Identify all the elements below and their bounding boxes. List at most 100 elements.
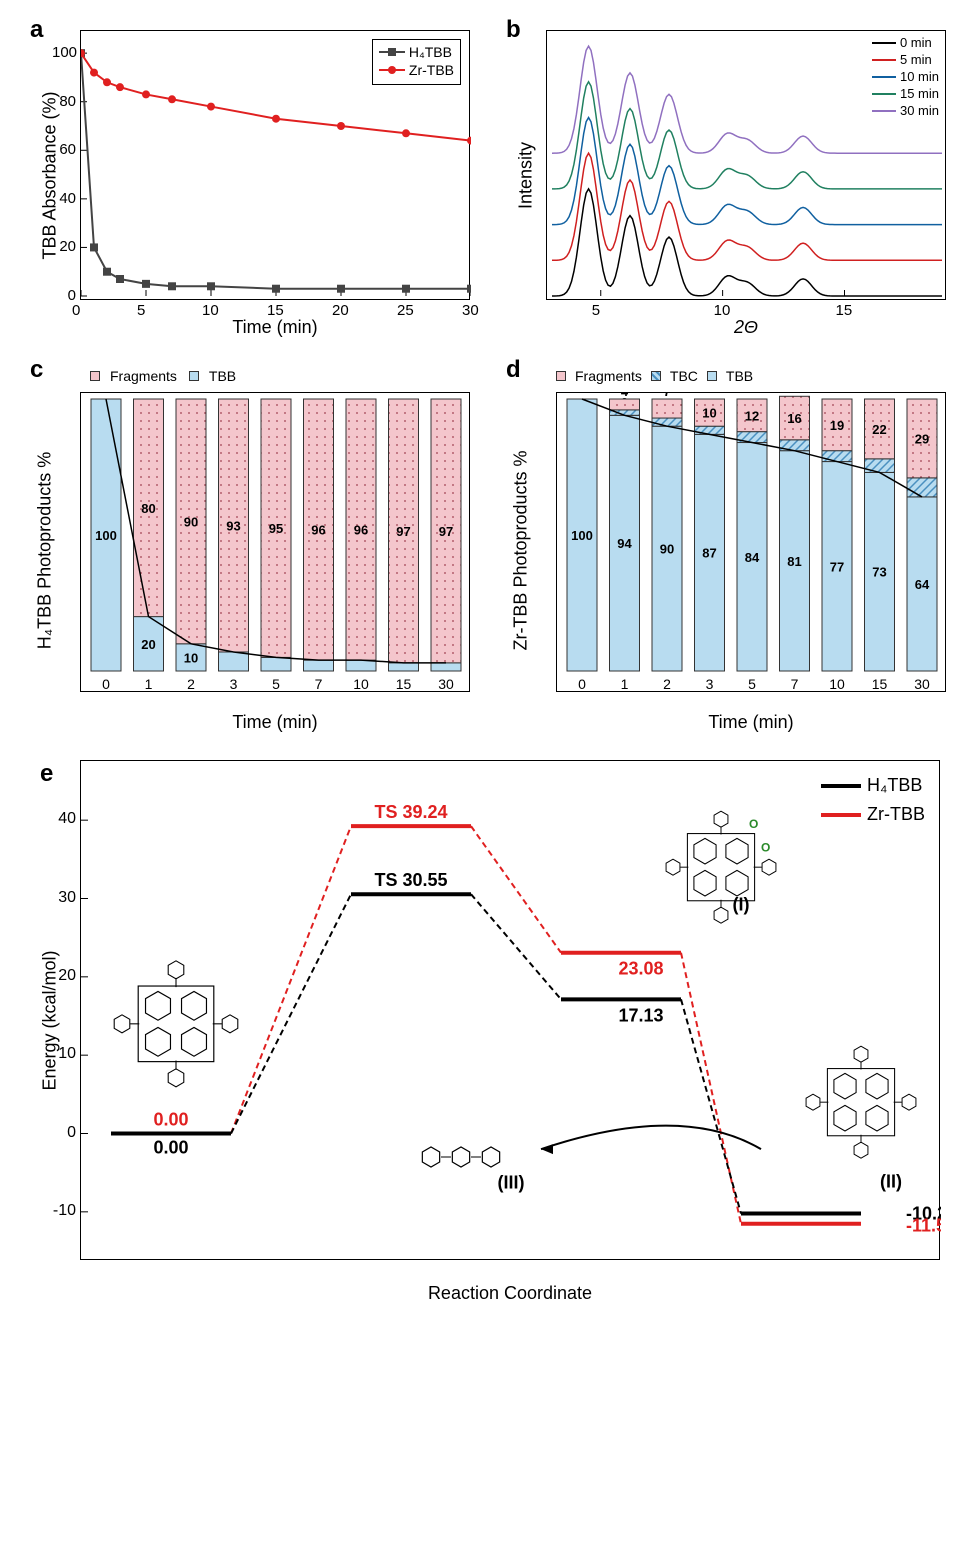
panel-d-xlabel: Time (min) <box>556 712 946 733</box>
svg-text:3: 3 <box>230 676 238 692</box>
panel-e-xlabel: Reaction Coordinate <box>80 1283 940 1304</box>
legend-zrtbb-label: Zr-TBB <box>409 62 454 78</box>
panel-c-xlabel: Time (min) <box>80 712 470 733</box>
panel-b-legend: 0 min 5 min 10 min 15 min 30 min <box>872 35 939 120</box>
svg-text:29: 29 <box>915 431 929 446</box>
panel-c-legend: Fragments TBB <box>90 368 236 384</box>
svg-text:10: 10 <box>829 676 845 692</box>
panel-e-plot: 0.000.00TS 39.24TS 30.5523.0817.13-10.22… <box>80 760 940 1260</box>
leg-e-h4: H₄TBB <box>821 775 925 796</box>
panel-d-label: d <box>506 356 521 384</box>
panel-a-legend: H₄TBB Zr-TBB <box>372 39 461 85</box>
svg-text:(III): (III) <box>498 1172 525 1192</box>
svg-text:1: 1 <box>145 676 153 692</box>
svg-text:96: 96 <box>354 523 368 538</box>
panel-e-legend: H₄TBB Zr-TBB <box>821 775 925 827</box>
svg-text:0.00: 0.00 <box>153 1110 188 1130</box>
leg-b-3: 15 min <box>872 86 939 101</box>
svg-text:94: 94 <box>617 536 632 551</box>
svg-text:TS 30.55: TS 30.55 <box>374 870 447 890</box>
panel-a-plot: H₄TBB Zr-TBB <box>80 30 470 300</box>
svg-text:100: 100 <box>95 528 117 543</box>
svg-text:90: 90 <box>660 542 674 557</box>
panel-d-ylabel: Zr-TBB Photoproducts % <box>511 441 532 661</box>
panel-d-plot: 1000942419037287310384412581416777419107… <box>556 392 946 692</box>
svg-text:5: 5 <box>272 676 280 692</box>
svg-text:3: 3 <box>706 676 714 692</box>
panel-c-plot: 1000208011090279335955496749610397153973… <box>80 392 470 692</box>
svg-text:-11.52: -11.52 <box>906 1216 941 1236</box>
panel-e-ylabel: Energy (kcal/mol) <box>40 921 61 1121</box>
svg-text:7: 7 <box>315 676 323 692</box>
svg-text:19: 19 <box>830 418 844 433</box>
svg-text:81: 81 <box>787 554 801 569</box>
svg-text:64: 64 <box>915 577 930 592</box>
svg-text:2: 2 <box>663 676 671 692</box>
svg-text:30: 30 <box>438 676 454 692</box>
leg-b-4: 30 min <box>872 103 939 118</box>
svg-text:10: 10 <box>184 650 198 665</box>
panel-d: d Zr-TBB Photoproducts % Fragments TBC T… <box>486 350 952 735</box>
svg-text:73: 73 <box>872 565 886 580</box>
svg-text:22: 22 <box>872 422 886 437</box>
panel-b: b Intensity 0 min 5 min 10 min 15 min 30… <box>486 10 952 340</box>
figure-root: a TBB Absorbance (%) H₄TBB Zr-TBB <box>0 0 962 1320</box>
svg-text:87: 87 <box>702 546 716 561</box>
svg-text:17.13: 17.13 <box>618 1005 663 1025</box>
svg-text:100: 100 <box>571 528 593 543</box>
leg-b-2: 10 min <box>872 69 939 84</box>
svg-text:96: 96 <box>311 523 325 538</box>
svg-text:0: 0 <box>102 676 110 692</box>
leg-b-0: 0 min <box>872 35 939 50</box>
panel-c: c H₄TBB Photoproducts % Fragments TBB 10… <box>10 350 476 735</box>
svg-text:97: 97 <box>439 524 453 539</box>
svg-text:16: 16 <box>787 411 801 426</box>
svg-text:90: 90 <box>184 514 198 529</box>
leg-b-1: 5 min <box>872 52 939 67</box>
svg-text:15: 15 <box>872 676 888 692</box>
svg-text:(I): (I) <box>733 895 750 915</box>
svg-text:95: 95 <box>269 521 283 536</box>
svg-text:7: 7 <box>791 676 799 692</box>
svg-text:TS 39.24: TS 39.24 <box>374 802 447 822</box>
svg-text:12: 12 <box>745 408 759 423</box>
panel-b-label: b <box>506 16 521 44</box>
panel-a: a TBB Absorbance (%) H₄TBB Zr-TBB <box>10 10 476 340</box>
svg-text:77: 77 <box>830 559 844 574</box>
svg-text:(II): (II) <box>880 1172 902 1192</box>
panel-b-xlabel: 2Θ <box>546 317 946 338</box>
svg-text:O: O <box>761 841 770 855</box>
svg-text:20: 20 <box>141 637 155 652</box>
panel-d-svg: 1000942419037287310384412581416777419107… <box>557 393 947 693</box>
svg-text:7: 7 <box>663 393 670 399</box>
svg-text:2: 2 <box>187 676 195 692</box>
svg-text:10: 10 <box>353 676 369 692</box>
svg-text:0.00: 0.00 <box>153 1138 188 1158</box>
panel-e-svg: 0.000.00TS 39.24TS 30.5523.0817.13-10.22… <box>81 761 941 1261</box>
panel-b-plot: 0 min 5 min 10 min 15 min 30 min <box>546 30 946 300</box>
panel-c-svg: 1000208011090279335955496749610397153973… <box>81 393 471 693</box>
svg-text:0: 0 <box>578 676 586 692</box>
svg-text:23.08: 23.08 <box>618 959 663 979</box>
leg-e-zr: Zr-TBB <box>821 804 925 825</box>
panel-c-ylabel: H₄TBB Photoproducts % <box>35 441 56 661</box>
svg-text:30: 30 <box>914 676 930 692</box>
svg-text:93: 93 <box>226 518 240 533</box>
panel-c-label: c <box>30 356 43 384</box>
svg-text:O: O <box>749 817 758 831</box>
panel-a-xlabel: Time (min) <box>80 317 470 338</box>
legend-zrtbb: Zr-TBB <box>379 62 454 78</box>
svg-text:10: 10 <box>702 406 716 421</box>
row-cd: c H₄TBB Photoproducts % Fragments TBB 10… <box>10 350 952 735</box>
row-ab: a TBB Absorbance (%) H₄TBB Zr-TBB <box>10 10 952 340</box>
svg-text:4: 4 <box>621 393 629 399</box>
svg-text:1: 1 <box>621 676 629 692</box>
svg-text:5: 5 <box>748 676 756 692</box>
legend-h4tbb-label: H₄TBB <box>409 44 452 60</box>
svg-text:80: 80 <box>141 501 155 516</box>
panel-e: e Energy (kcal/mol) 0.00 0.00 TS 39.24 TS 3… <box>10 750 952 1310</box>
panel-e-label: e <box>40 760 53 788</box>
panel-d-legend: Fragments TBC TBB <box>556 368 753 384</box>
legend-h4tbb: H₄TBB <box>379 44 454 60</box>
svg-text:97: 97 <box>396 524 410 539</box>
